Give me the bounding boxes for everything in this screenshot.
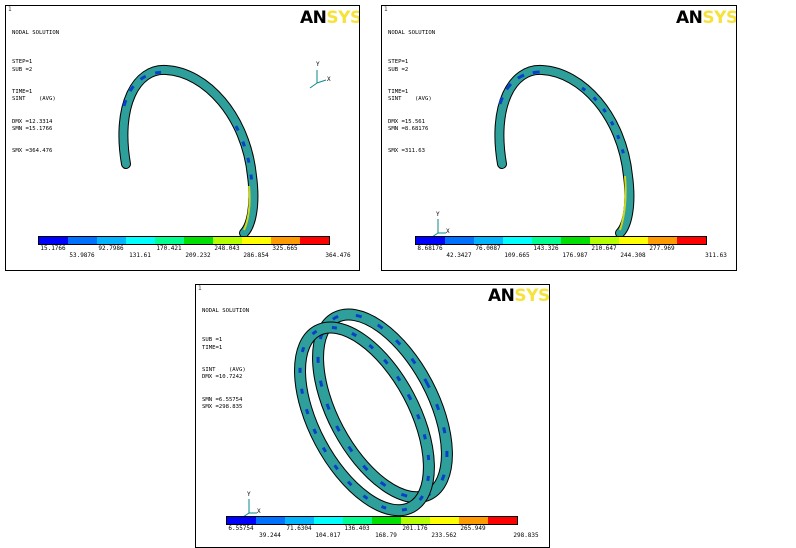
legend-swatch <box>184 237 213 244</box>
legend-swatch <box>314 517 343 524</box>
solution-info: NODAL SOLUTION SUB =1 TIME=1 SINT (AVG) DM… <box>202 307 250 411</box>
legend-label: 277.969 <box>649 245 675 252</box>
ansys-logo: ANSYS <box>300 8 360 28</box>
ansys-logo: ANSYS <box>488 286 550 306</box>
legend-label: 71.6304 <box>286 525 312 532</box>
axis-x-label: X <box>446 228 450 235</box>
legend-swatch <box>648 237 677 244</box>
legend-swatch <box>459 517 488 524</box>
legend-swatch <box>430 517 459 524</box>
legend-swatch <box>401 517 430 524</box>
legend-label: 6.55754 <box>228 525 254 532</box>
legend-swatch <box>227 517 256 524</box>
legend-swatch <box>488 517 517 524</box>
legend-label: 244.308 <box>620 252 646 259</box>
legend-label: 311.63 <box>705 252 727 259</box>
legend-swatch <box>155 237 184 244</box>
window-number: 1 <box>384 6 388 13</box>
axis-y-label: Y <box>316 61 320 68</box>
legend-label: 265.949 <box>460 525 486 532</box>
legend-label: 15.1766 <box>40 245 66 252</box>
axis-y-label: Y <box>247 491 251 498</box>
window-number: 1 <box>198 285 202 292</box>
legend-swatch <box>68 237 97 244</box>
legend-label: 364.476 <box>325 252 351 259</box>
window-number: 1 <box>8 6 12 13</box>
axis-x-label: X <box>327 76 331 83</box>
legend-swatch <box>242 237 271 244</box>
legend-swatch <box>213 237 242 244</box>
legend-label: 286.854 <box>243 252 269 259</box>
legend-label: 53.9876 <box>69 252 95 259</box>
solution-info: NODAL SOLUTION STEP=1 SUB =2 TIME=1 SINT (… <box>388 29 436 155</box>
legend-swatch <box>39 237 68 244</box>
legend-label: 136.403 <box>344 525 370 532</box>
legend-swatch <box>285 517 314 524</box>
color-legend-bar <box>415 236 707 245</box>
legend-swatch <box>677 237 706 244</box>
legend-label: 104.017 <box>315 532 341 539</box>
legend-swatch <box>416 237 445 244</box>
legend-label: 201.176 <box>402 525 428 532</box>
legend-swatch <box>372 517 401 524</box>
plot-window-3: 1 NODAL SOLUTION SUB =1 TIME=1 SINT (AVG)… <box>195 284 550 548</box>
legend-label: 109.665 <box>504 252 530 259</box>
plot-window-1: 1 NODAL SOLUTION STEP=1 SUB =2 TIME=1 SINT… <box>5 5 360 271</box>
legend-label: 8.68176 <box>417 245 443 252</box>
double-ring-model <box>242 308 453 518</box>
legend-swatch <box>445 237 474 244</box>
legend-label: 92.7986 <box>98 245 124 252</box>
legend-swatch <box>126 237 155 244</box>
legend-label: 325.665 <box>272 245 298 252</box>
legend-swatch <box>474 237 503 244</box>
legend-label: 143.326 <box>533 245 559 252</box>
legend-label: 176.987 <box>562 252 588 259</box>
legend-swatch <box>619 237 648 244</box>
legend-swatch <box>97 237 126 244</box>
arc-model <box>431 64 635 238</box>
legend-swatch <box>300 237 329 244</box>
legend-label: 39.244 <box>259 532 281 539</box>
legend-label: 209.232 <box>185 252 211 259</box>
legend-label: 42.3427 <box>446 252 472 259</box>
legend-label: 168.79 <box>375 532 397 539</box>
legend-swatch <box>532 237 561 244</box>
ansys-logo: ANSYS <box>676 8 737 28</box>
color-legend-bar <box>226 516 518 525</box>
legend-swatch <box>590 237 619 244</box>
legend-label: 248.043 <box>214 245 240 252</box>
legend-swatch <box>561 237 590 244</box>
legend-label: 131.61 <box>129 252 151 259</box>
legend-swatch <box>343 517 372 524</box>
legend-label: 298.835 <box>513 532 539 539</box>
color-legend-bar <box>38 236 330 245</box>
axis-y-label: Y <box>436 211 440 218</box>
legend-label: 170.421 <box>156 245 182 252</box>
arc-model <box>118 64 327 238</box>
legend-label: 233.562 <box>431 532 457 539</box>
legend-label: 76.0087 <box>475 245 501 252</box>
legend-swatch <box>503 237 532 244</box>
legend-swatch <box>256 517 285 524</box>
legend-label: 210.647 <box>591 245 617 252</box>
axis-x-label: X <box>257 508 261 515</box>
solution-info: NODAL SOLUTION STEP=1 SUB =2 TIME=1 SINT (… <box>12 29 60 155</box>
legend-swatch <box>271 237 300 244</box>
plot-window-2: 1 NODAL SOLUTION STEP=1 SUB =2 TIME=1 SINT… <box>381 5 737 271</box>
